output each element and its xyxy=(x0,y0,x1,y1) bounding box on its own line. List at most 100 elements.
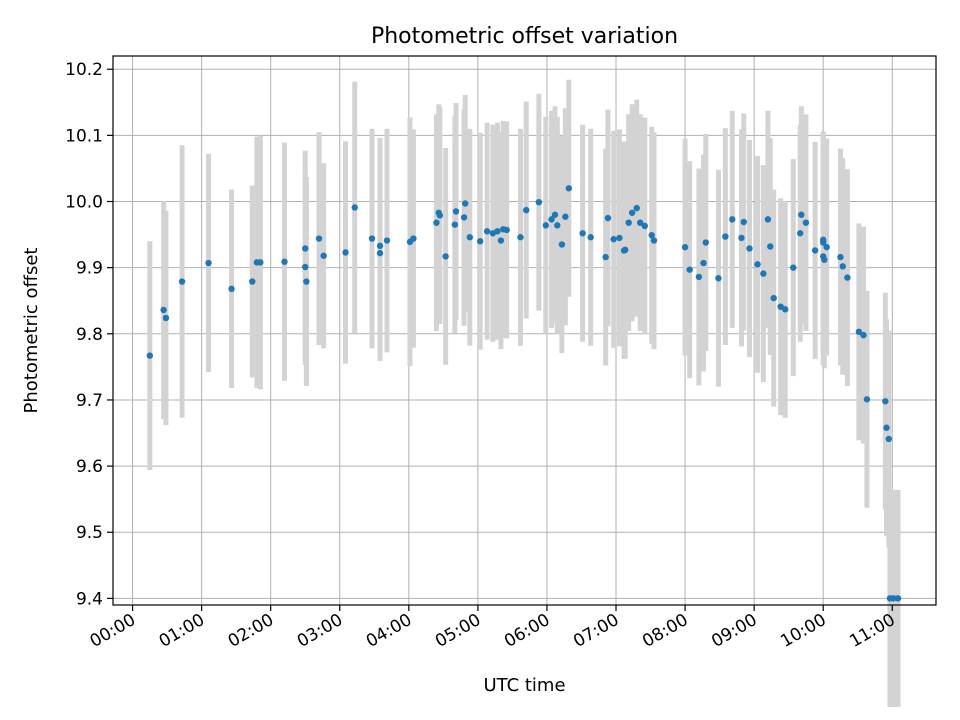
data-point xyxy=(535,198,543,206)
data-point xyxy=(636,219,644,226)
data-point xyxy=(302,245,309,252)
data-point xyxy=(648,232,655,239)
data-point xyxy=(616,234,623,242)
data-point xyxy=(863,396,871,403)
data-point xyxy=(351,204,358,211)
data-point xyxy=(257,259,264,266)
data-point xyxy=(554,222,561,229)
data-point xyxy=(433,219,440,226)
y-tick-label: 10.2 xyxy=(65,60,103,80)
data-point xyxy=(376,249,384,257)
data-point xyxy=(802,219,810,226)
data-point xyxy=(740,218,747,226)
data-point xyxy=(855,328,863,336)
data-point xyxy=(460,214,468,221)
y-tick-label: 9.6 xyxy=(76,457,103,477)
data-point xyxy=(650,237,658,244)
x-tick-label: 02:00 xyxy=(225,610,277,652)
x-axis-label: UTC time xyxy=(483,675,565,696)
data-point xyxy=(579,230,586,237)
data-point xyxy=(715,275,722,282)
data-point xyxy=(558,241,566,248)
x-tick-label: 06:00 xyxy=(501,610,553,652)
data-point xyxy=(700,259,707,267)
data-point xyxy=(894,595,902,602)
data-point xyxy=(622,246,629,254)
data-point xyxy=(764,216,772,223)
data-point xyxy=(315,235,323,242)
x-tick-label: 09:00 xyxy=(708,610,760,652)
y-tick-label: 9.9 xyxy=(76,259,103,279)
data-point xyxy=(523,206,530,214)
y-tick-label: 9.4 xyxy=(76,589,103,609)
data-point xyxy=(452,208,460,215)
data-point xyxy=(462,200,469,207)
data-point xyxy=(722,233,729,240)
data-point xyxy=(738,234,745,242)
data-point xyxy=(368,235,376,242)
data-point xyxy=(811,247,819,254)
data-point xyxy=(844,274,851,281)
data-point xyxy=(837,253,844,261)
data-point xyxy=(503,226,510,234)
plot-frame xyxy=(112,55,937,606)
data-point xyxy=(565,185,573,192)
data-point xyxy=(436,212,444,219)
data-point xyxy=(451,221,459,228)
y-tick-label: 10.1 xyxy=(65,126,103,146)
data-point xyxy=(281,258,288,265)
x-tick-label: 07:00 xyxy=(570,610,622,652)
data-point xyxy=(798,211,805,218)
data-point xyxy=(860,331,867,339)
data-point xyxy=(890,595,897,602)
data-point xyxy=(146,352,154,359)
data-point xyxy=(782,306,789,313)
data-point xyxy=(885,435,893,443)
data-point xyxy=(767,243,774,250)
x-tick-label: 08:00 xyxy=(639,610,691,652)
y-tick-label: 9.7 xyxy=(76,391,103,411)
x-tick-label: 10:00 xyxy=(777,610,829,652)
y-tick-label: 9.5 xyxy=(76,523,103,543)
x-tick-label: 01:00 xyxy=(156,610,208,652)
data-point xyxy=(681,243,689,251)
data-point xyxy=(819,239,827,246)
point-layer xyxy=(146,185,902,602)
y-tick-label: 9.8 xyxy=(76,325,103,345)
data-point xyxy=(695,273,703,281)
data-point xyxy=(466,234,474,241)
chart-title: Photometric offset variation xyxy=(371,24,678,49)
data-point xyxy=(178,278,186,285)
data-point xyxy=(342,249,349,256)
data-point xyxy=(551,211,559,218)
x-tick-label: 05:00 xyxy=(432,610,484,652)
data-point xyxy=(548,216,555,223)
data-point xyxy=(162,314,170,322)
data-point xyxy=(562,213,569,220)
data-point xyxy=(754,261,761,268)
data-point xyxy=(494,228,501,235)
data-point xyxy=(702,239,709,246)
data-point xyxy=(610,236,617,243)
data-point xyxy=(821,256,828,263)
data-point xyxy=(383,237,391,244)
data-point xyxy=(303,278,310,285)
data-point xyxy=(228,285,235,293)
data-point xyxy=(376,242,384,250)
data-point xyxy=(476,238,484,245)
data-point xyxy=(604,214,612,222)
data-point xyxy=(883,424,890,431)
data-point xyxy=(686,266,693,273)
data-point xyxy=(628,209,636,216)
data-point xyxy=(796,230,804,237)
x-tick-label: 04:00 xyxy=(363,610,415,652)
data-point xyxy=(205,259,212,267)
data-point xyxy=(882,398,889,405)
data-point xyxy=(497,237,505,244)
data-point xyxy=(729,216,736,223)
data-point xyxy=(633,204,640,212)
y-tick-label: 10.0 xyxy=(65,193,103,213)
data-point xyxy=(625,219,632,226)
y-axis-label: Photometric offset xyxy=(21,248,42,414)
